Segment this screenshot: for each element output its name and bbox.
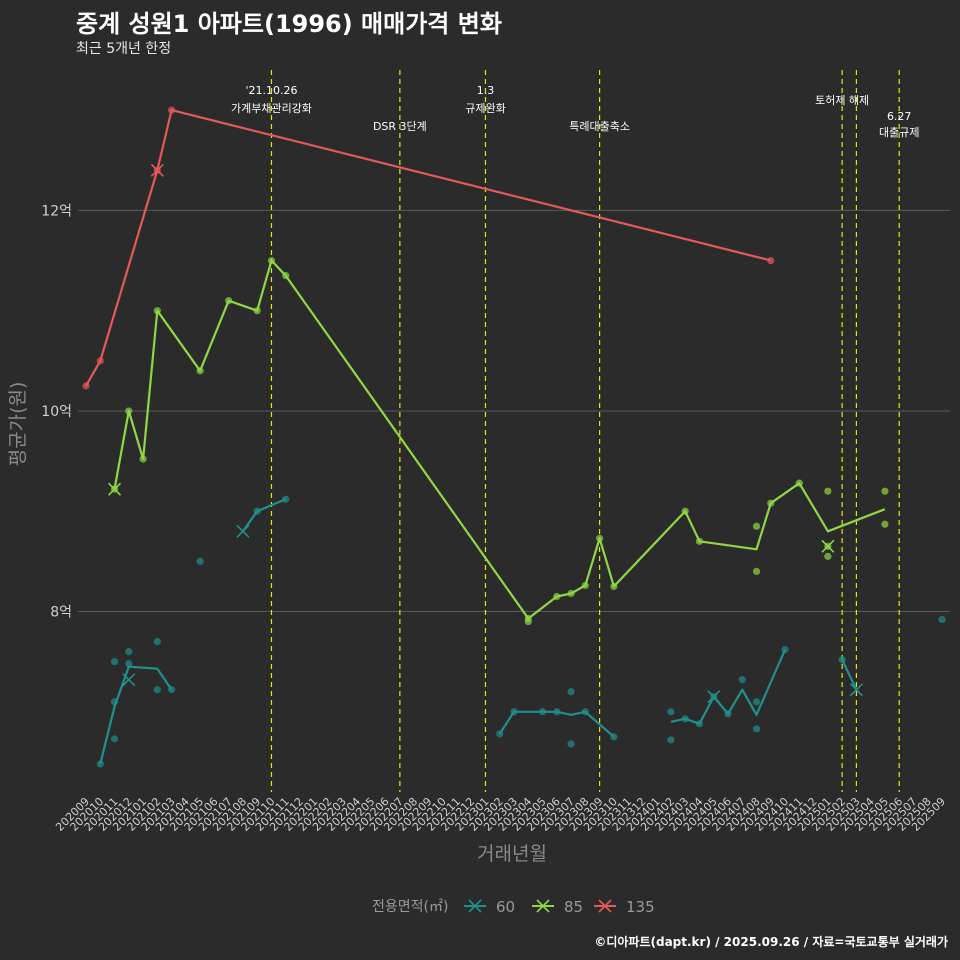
data-point-60 [153,637,161,646]
x-marker-60 [849,683,863,697]
legend-label-60: 60 [496,898,515,916]
data-point-85 [567,589,575,598]
data-point-85 [596,534,604,542]
data-point-85 [553,592,561,601]
data-point-135 [82,382,90,390]
x-axis-title: 거래년월 [477,843,547,865]
event-label: 6.27 [887,110,912,123]
event-label: 1.3 [477,84,495,97]
data-point-60 [510,708,518,716]
event-label: 토허제 해제 [815,93,869,107]
legend-swatch-x-135 [598,899,612,913]
data-point-135 [96,357,104,365]
y-axis-title: 평균가(원) [7,382,29,467]
event-label: '21.10.26 [245,84,297,97]
event-label: 가계부채관리강화 [231,102,312,115]
series-line-60 [99,665,173,765]
chart-title: 중계 성원1 아파트(1996) 매매가격 변화 [76,10,502,38]
data-point-85 [253,307,261,315]
x-marker-60 [122,673,136,687]
data-point-85 [524,617,532,626]
data-point-60 [125,648,133,656]
data-point-85 [282,271,290,280]
data-point-60 [752,725,761,733]
series-line-60 [242,498,287,532]
y-tick-label: 8억 [50,605,72,621]
data-point-85 [610,582,618,591]
legend-swatch-x-60 [468,899,482,913]
source-credit: ©디아파트(dapt.kr) / 2025.09.26 / 자료=국토교통부 실… [594,935,948,949]
x-marker-60 [707,690,721,704]
series-line-60 [498,710,615,738]
data-point-60 [781,646,789,654]
x-marker-85 [821,539,835,553]
data-point-135 [168,106,176,114]
data-point-85 [225,297,233,305]
data-point-60 [567,740,575,748]
legend-swatch-x-85 [536,899,550,913]
series-line-135 [85,109,772,387]
data-point-60 [538,708,547,716]
data-point-60 [282,495,290,503]
data-point-85 [139,455,147,463]
data-point-60 [110,658,119,666]
data-point-85 [881,520,889,528]
data-point-60 [752,698,761,706]
data-point-60 [838,656,846,664]
data-point-85 [695,537,704,545]
data-point-85 [752,522,761,530]
data-point-60 [667,736,675,744]
series-line-85 [113,259,886,620]
data-point-60 [724,710,732,718]
data-point-85 [767,499,775,507]
data-point-85 [795,479,803,487]
data-point-60 [567,688,575,696]
data-point-60 [110,735,119,743]
data-point-60 [553,708,561,716]
x-marker-60 [236,524,250,538]
x-marker-135 [150,163,164,177]
data-point-85 [581,581,589,590]
data-point-60 [695,720,704,728]
legend-label-85: 85 [564,898,583,916]
data-point-60 [938,615,946,624]
event-label: 대출규제 [879,126,919,139]
y-tick-label: 12억 [41,203,72,219]
legend-title: 전용면적(㎡) [372,899,448,915]
data-point-85 [824,487,832,495]
data-point-60 [96,760,104,768]
data-point-60 [496,730,504,738]
data-point-85 [681,507,689,515]
chart-subtitle: 최근 5개년 한정 [76,41,172,57]
series-line-60 [841,659,858,691]
data-point-60 [581,708,589,716]
data-point-85 [196,367,204,375]
event-label: DSR 3단계 [373,120,427,133]
data-point-60 [610,733,618,741]
data-point-85 [267,256,276,265]
data-point-60 [253,507,261,515]
data-point-60 [168,686,176,694]
data-point-60 [110,698,119,706]
event-label: 특례대출축소 [569,120,630,133]
data-point-85 [125,407,133,415]
data-point-85 [752,567,761,575]
data-point-60 [738,676,746,684]
data-point-60 [125,660,133,668]
data-point-85 [153,307,161,315]
data-point-60 [153,686,161,694]
event-label: 규제완화 [465,102,505,115]
data-point-85 [824,552,832,560]
data-point-60 [681,715,689,723]
data-point-85 [881,487,889,495]
x-marker-85 [107,482,122,496]
y-tick-label: 10억 [41,404,72,420]
legend-label-135: 135 [626,898,655,916]
data-point-135 [767,256,775,265]
data-point-60 [667,708,675,716]
data-point-60 [196,557,204,565]
